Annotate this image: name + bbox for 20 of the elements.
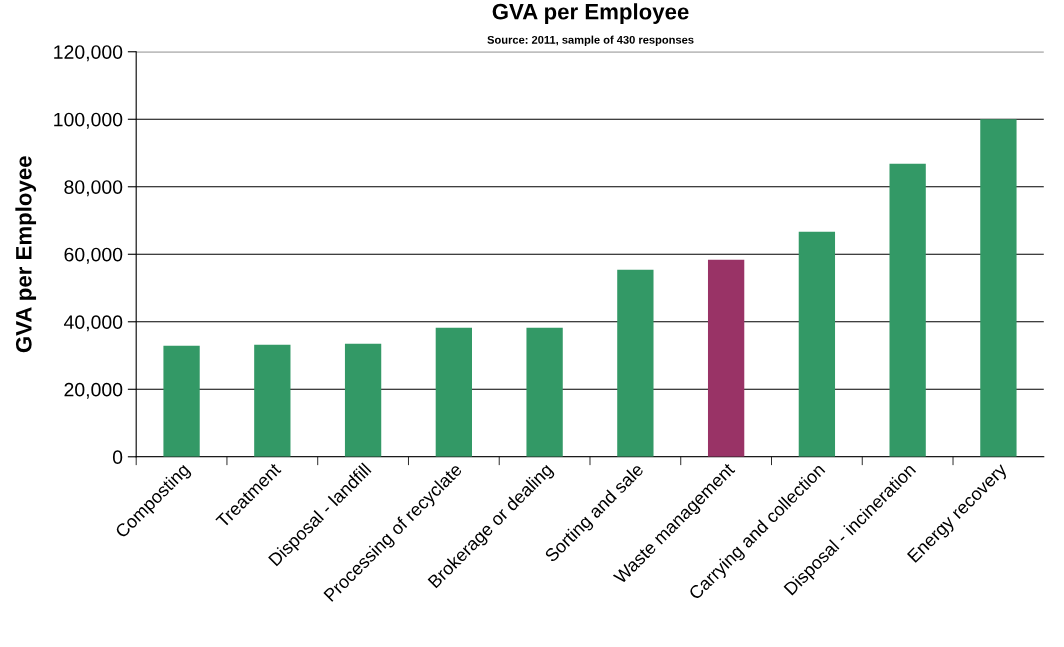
bar xyxy=(980,119,1017,457)
y-tick-label: 0 xyxy=(112,450,123,465)
bar xyxy=(617,269,654,457)
bar xyxy=(254,344,291,457)
y-tick-label: 60,000 xyxy=(64,247,123,264)
chart-subtitle: Source: 2011, sample of 430 responses xyxy=(487,35,694,46)
bar xyxy=(344,343,382,457)
bar xyxy=(707,259,745,457)
bar xyxy=(798,231,836,457)
bar xyxy=(163,345,200,457)
y-tick-label: 20,000 xyxy=(64,382,123,399)
y-axis-title: GVA per Employee xyxy=(15,156,37,353)
bar xyxy=(526,327,563,457)
y-tick-label: 120,000 xyxy=(54,45,123,62)
y-tick-label: 100,000 xyxy=(54,112,123,129)
y-tick-label: 80,000 xyxy=(64,180,123,197)
chart-title: GVA per Employee xyxy=(492,3,689,24)
bar xyxy=(435,327,472,457)
y-tick-label: 40,000 xyxy=(63,315,123,332)
bar xyxy=(889,163,926,457)
